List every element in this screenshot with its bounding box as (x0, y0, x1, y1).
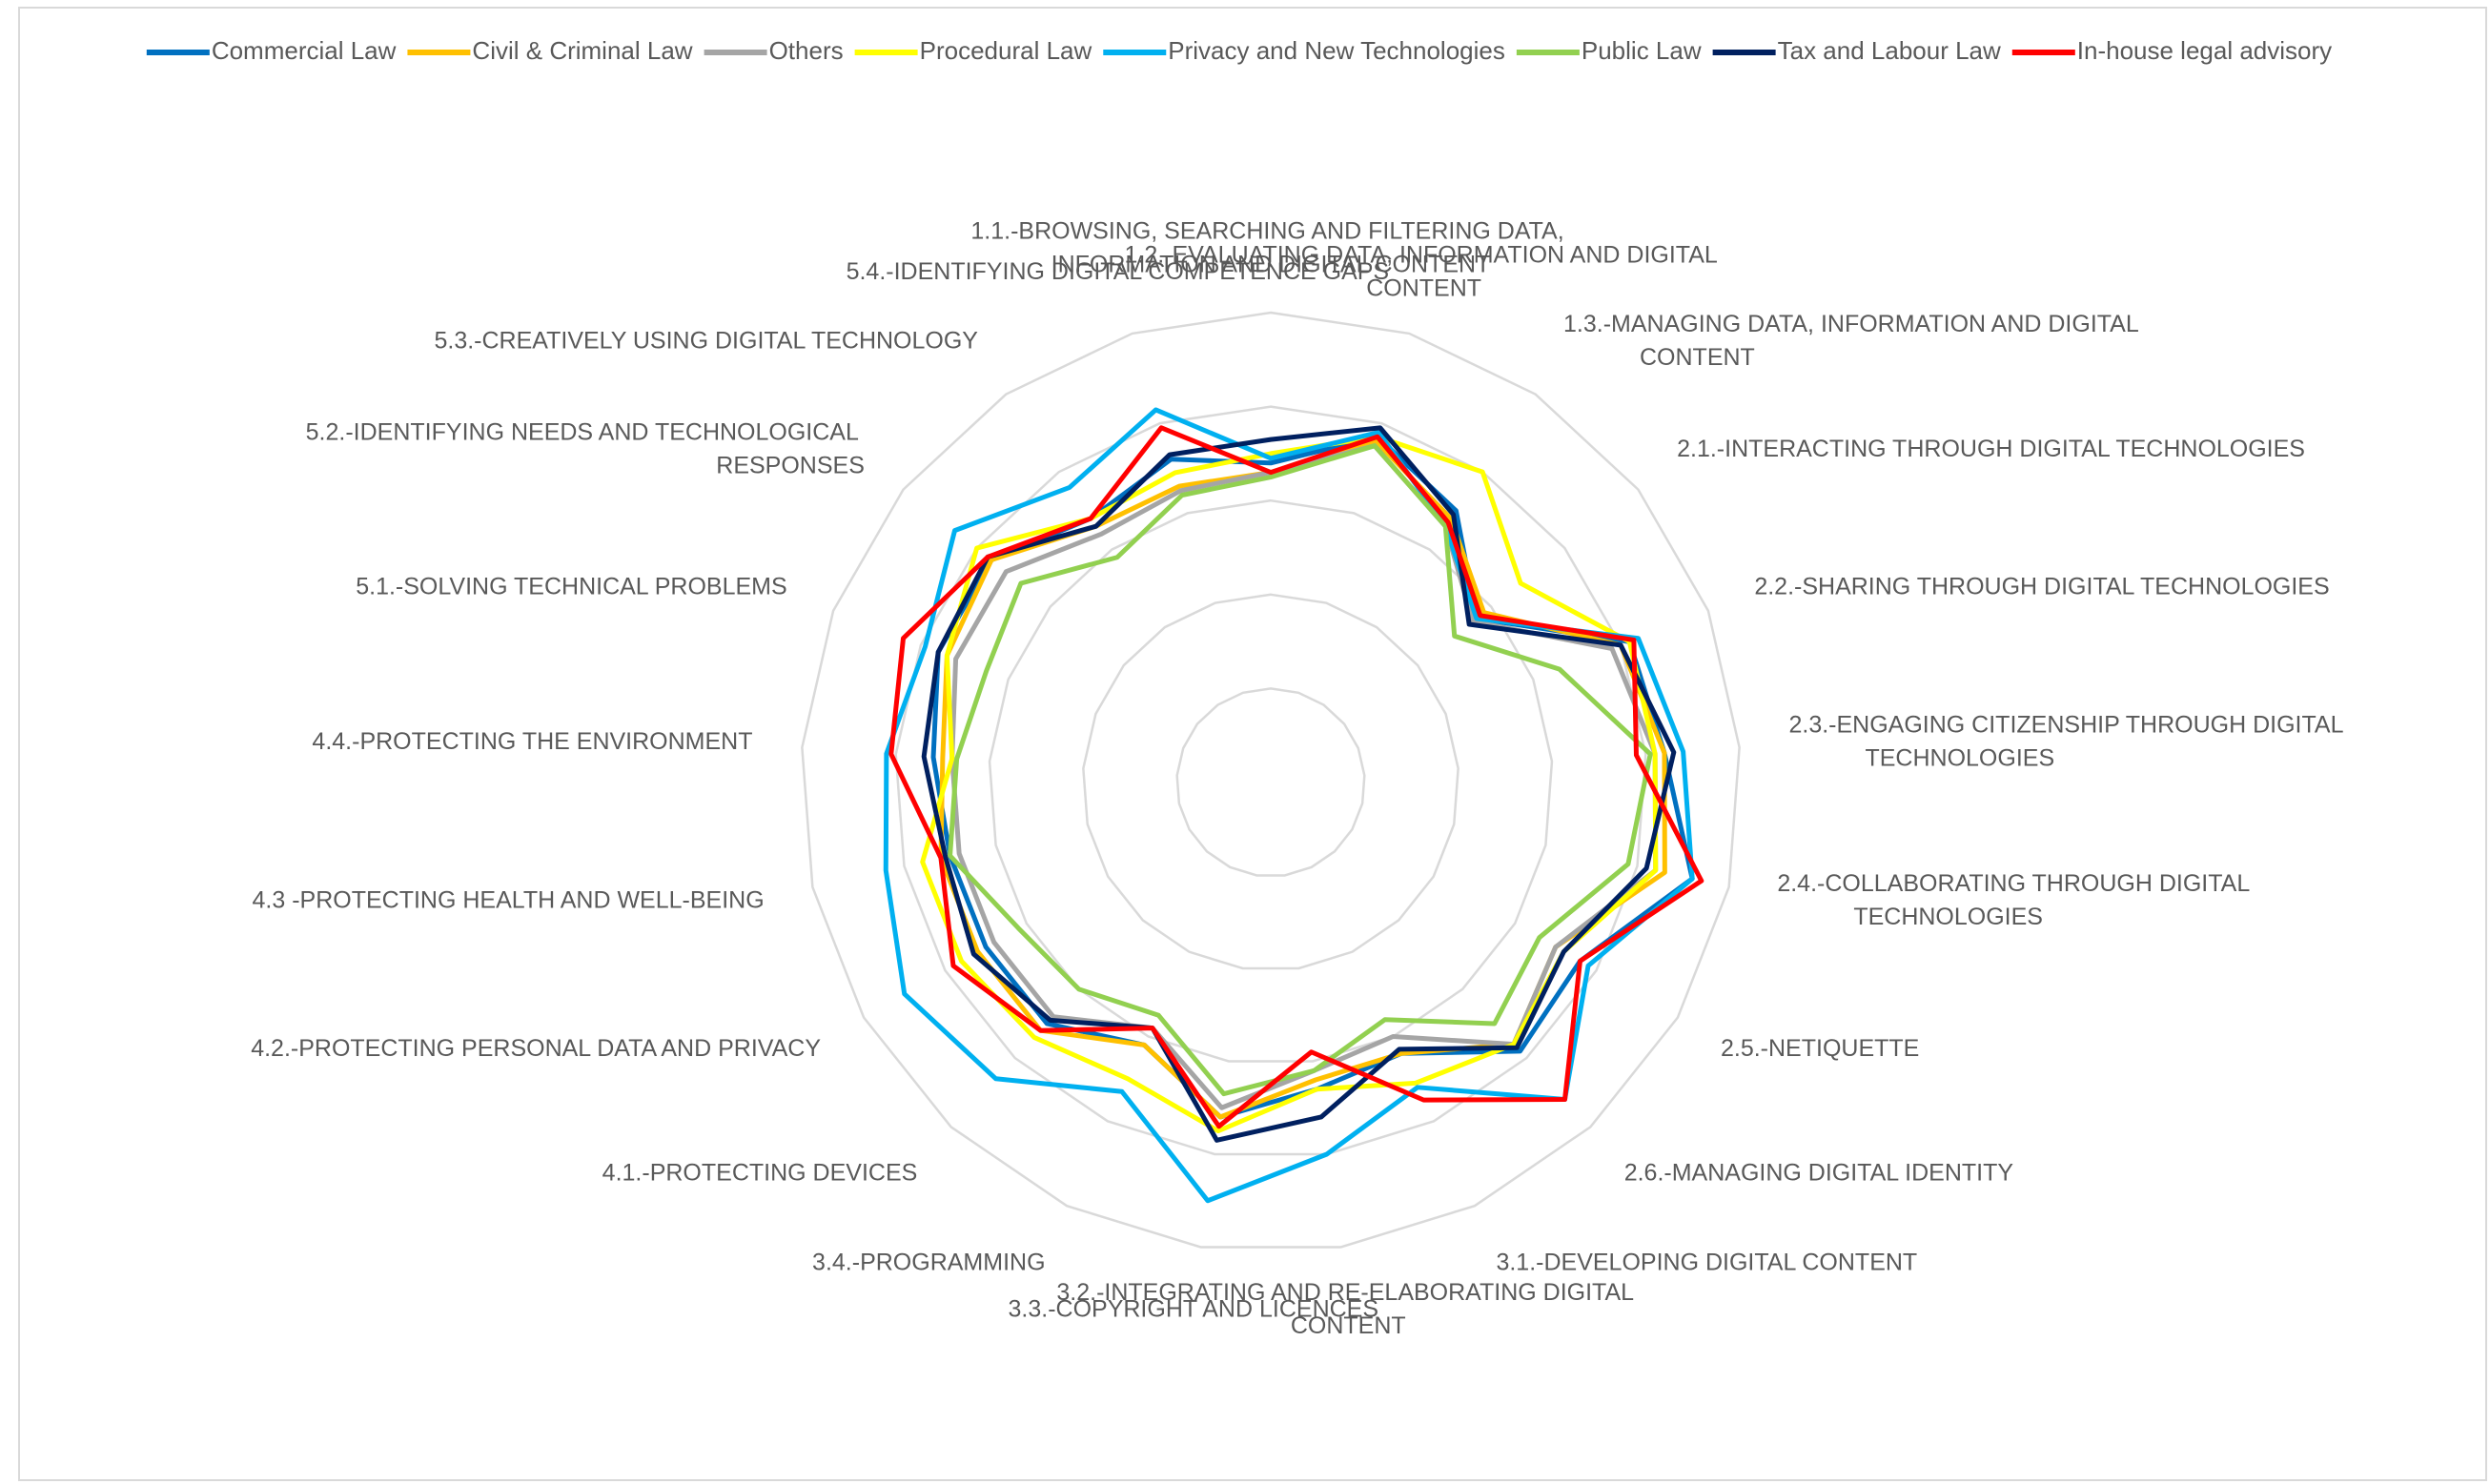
category-label: 1.1.-BROWSING, SEARCHING AND FILTERING D… (970, 217, 1570, 277)
chart-frame (18, 7, 2487, 1481)
series-lines (883, 407, 1704, 1204)
category-label: 4.2.-PROTECTING PERSONAL DATA AND PRIVAC… (251, 1035, 821, 1062)
category-label: 5.1.-SOLVING TECHNICAL PROBLEMS (356, 573, 786, 600)
category-label: 3.3.-COPYRIGHT AND LICENCES (1009, 1295, 1379, 1322)
legend-label: In-house legal advisory (2077, 36, 2332, 65)
grid (801, 311, 1741, 1249)
category-label: 2.3.-ENGAGING CITIZENSHIP THROUGH DIGITA… (1788, 711, 2349, 771)
series-line (888, 425, 1704, 1129)
category-labels: 1.1.-BROWSING, SEARCHING AND FILTERING D… (251, 217, 2349, 1339)
category-label: 5.3.-CREATIVELY USING DIGITAL TECHNOLOGY (434, 327, 978, 354)
category-label: 5.2.-IDENTIFYING NEEDS AND TECHNOLOGICAL… (306, 418, 865, 478)
legend-label: Privacy and New Technologies (1168, 36, 1505, 65)
category-label: 2.4.-COLLABORATING THROUGH DIGITAL TECHN… (1777, 870, 2255, 930)
category-label: 2.5.-NETIQUETTE (1721, 1035, 1919, 1062)
grid-ring (1082, 593, 1459, 970)
category-label: 2.6.-MANAGING DIGITAL IDENTITY (1624, 1159, 2014, 1186)
legend: Commercial Law Civil & Criminal Law Others… (146, 36, 2332, 65)
category-label: 3.4.-PROGRAMMING (812, 1249, 1045, 1275)
legend-label: Tax and Labour Law (1778, 36, 2001, 65)
category-label: 5.4.-IDENTIFYING DIGITAL COMPETENCE GAPS (847, 257, 1390, 284)
category-label: 2.1.-INTERACTING THROUGH DIGITAL TECHNOL… (1677, 435, 2305, 461)
legend-label: Commercial Law (212, 36, 397, 65)
category-label: 1.2.-EVALUATING DATA, INFORMATION AND DI… (1124, 241, 1723, 301)
legend-label: Others (769, 36, 844, 65)
category-label: 3.2.-INTEGRATING AND RE-ELABORATING DIGI… (1056, 1279, 1640, 1339)
grid-ring (988, 498, 1554, 1063)
legend-label: Civil & Criminal Law (472, 36, 692, 65)
category-label: 3.1.-DEVELOPING DIGITAL CONTENT (1496, 1249, 1917, 1275)
legend-label: Procedural Law (920, 36, 1092, 65)
grid-ring (801, 311, 1741, 1249)
category-label: 2.2.-SHARING THROUGH DIGITAL TECHNOLOGIE… (1754, 573, 2329, 600)
legend-label: Public Law (1582, 36, 1702, 65)
category-label: 4.1.-PROTECTING DEVICES (602, 1159, 918, 1186)
series-line (921, 425, 1677, 1143)
category-label: 4.3 -PROTECTING HEALTH AND WELL-BEING (253, 886, 765, 913)
category-label: 4.4.-PROTECTING THE ENVIRONMENT (312, 728, 752, 755)
series-line (948, 443, 1653, 1097)
grid-ring (1175, 687, 1366, 877)
category-label: 1.3.-MANAGING DATA, INFORMATION AND DIGI… (1563, 310, 2145, 370)
